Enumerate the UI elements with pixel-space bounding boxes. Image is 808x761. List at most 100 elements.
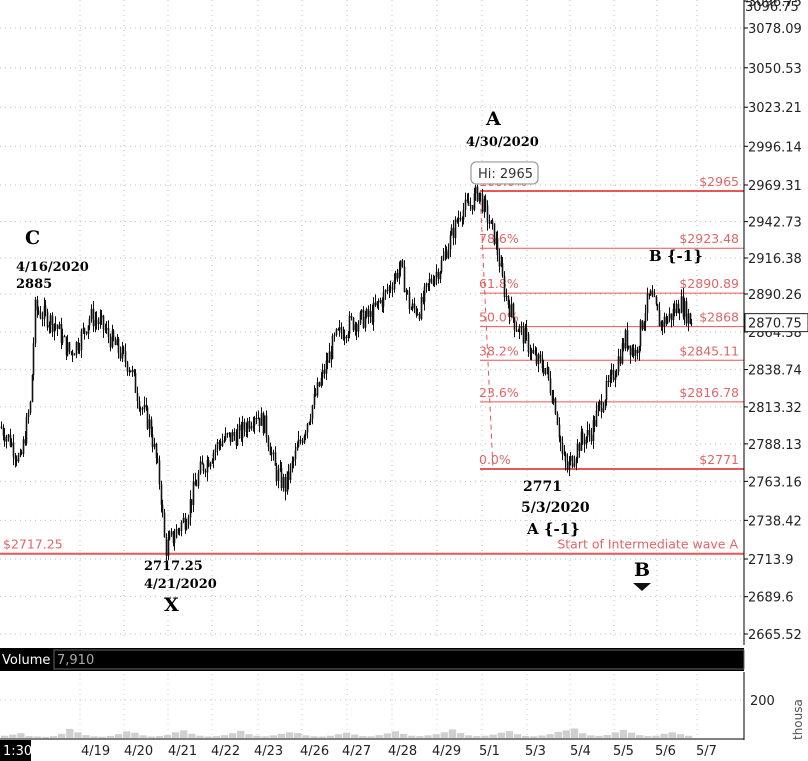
candle-body bbox=[619, 356, 622, 364]
candle-body bbox=[498, 255, 501, 267]
candle-body bbox=[85, 331, 88, 334]
volume-bar bbox=[473, 736, 481, 738]
candle-body bbox=[260, 413, 263, 426]
candle-body bbox=[284, 476, 287, 492]
candle-body bbox=[128, 370, 131, 372]
candle-body bbox=[231, 432, 234, 442]
candle-body bbox=[78, 349, 81, 351]
volume-bar bbox=[652, 735, 660, 738]
candle-body bbox=[148, 419, 151, 429]
candle-body bbox=[604, 400, 607, 408]
volume-bar bbox=[489, 734, 497, 738]
candle-body bbox=[403, 266, 406, 293]
candle-body bbox=[12, 442, 15, 457]
candle-body bbox=[94, 319, 97, 327]
candle-body bbox=[14, 456, 17, 460]
candle-body bbox=[513, 317, 516, 331]
candle-body bbox=[105, 327, 108, 330]
candle-body bbox=[111, 330, 114, 348]
candle-body bbox=[314, 393, 317, 396]
volume-bar bbox=[212, 736, 220, 738]
annotation-a1-price: 2771 bbox=[523, 479, 562, 495]
candle-body bbox=[316, 382, 319, 396]
volume-bar bbox=[310, 736, 318, 738]
volume-bar bbox=[465, 735, 473, 738]
candle-body bbox=[292, 459, 295, 462]
candle-body bbox=[248, 420, 251, 429]
candle-body bbox=[440, 260, 443, 273]
candle-body bbox=[151, 434, 154, 447]
candle-body bbox=[394, 272, 397, 281]
candle-body bbox=[481, 194, 484, 212]
candle-body bbox=[95, 319, 98, 322]
volume-bar bbox=[399, 733, 408, 738]
candle-body bbox=[646, 293, 649, 313]
candle-body bbox=[17, 455, 20, 462]
candle-body bbox=[682, 296, 685, 317]
time-tick-label: 4/20 bbox=[124, 744, 153, 759]
candle-body bbox=[175, 529, 178, 538]
volume-bar bbox=[326, 735, 334, 738]
candle-body bbox=[626, 330, 629, 348]
candle-body bbox=[462, 209, 465, 220]
volume-bar bbox=[334, 734, 343, 738]
price-tick-label: 2942.73 bbox=[748, 216, 802, 231]
candle-body bbox=[483, 198, 486, 212]
candle-body bbox=[660, 321, 663, 327]
candle-body bbox=[32, 343, 35, 375]
candle-body bbox=[189, 499, 192, 518]
candle-body bbox=[80, 331, 83, 350]
candle-body bbox=[439, 272, 442, 280]
candle-body bbox=[146, 407, 149, 429]
volume-bar bbox=[603, 734, 611, 738]
candle-body bbox=[345, 336, 348, 338]
candle-body bbox=[46, 311, 49, 328]
wave-start-line[interactable]: $2717.25 Start of Intermediate wave A bbox=[0, 537, 744, 555]
candle-body bbox=[566, 461, 569, 470]
volume-bar bbox=[676, 734, 685, 738]
volume-bar bbox=[17, 733, 25, 738]
candle-body bbox=[348, 315, 351, 334]
volume-bar bbox=[163, 734, 172, 738]
annotation-c-price: 2885 bbox=[16, 277, 52, 292]
hi-bubble-text: Hi: 2965 bbox=[478, 167, 533, 182]
candle-body bbox=[586, 429, 589, 438]
volume-bar bbox=[627, 732, 636, 738]
volume-bar bbox=[579, 733, 587, 738]
annotation-a-date: 4/30/2020 bbox=[466, 135, 539, 150]
candle-body bbox=[116, 338, 119, 346]
candle-body bbox=[2, 428, 5, 436]
candle-body bbox=[265, 415, 268, 438]
volume-pane: Volume 7,910 200 thousa bbox=[0, 648, 805, 740]
candle-body bbox=[354, 324, 357, 331]
candle-body bbox=[41, 318, 44, 320]
candle-body bbox=[342, 333, 345, 340]
candle-body bbox=[423, 286, 426, 302]
volume-bar bbox=[123, 731, 131, 738]
candle-body bbox=[65, 336, 68, 356]
candle-body bbox=[420, 296, 423, 319]
volume-bar bbox=[139, 735, 147, 738]
volume-bar bbox=[546, 734, 554, 738]
candle-body bbox=[197, 473, 200, 486]
candle-body bbox=[675, 303, 678, 314]
candle-body bbox=[303, 435, 306, 443]
candle-body bbox=[158, 460, 161, 485]
candle-body bbox=[541, 358, 544, 369]
candle-body bbox=[66, 342, 69, 356]
candle-body bbox=[311, 405, 314, 419]
candle-body bbox=[155, 443, 158, 459]
candle-body bbox=[450, 227, 453, 236]
fibonacci-retracement[interactable]: 100.0%$296578.6%$2923.4861.8%$2890.8950.… bbox=[479, 174, 744, 470]
candle-body bbox=[82, 328, 85, 332]
candle-body bbox=[60, 323, 63, 343]
candle-body bbox=[544, 368, 547, 375]
price-tick-label: 3023.21 bbox=[748, 101, 802, 116]
candle-body bbox=[355, 324, 358, 332]
candle-body bbox=[255, 417, 258, 419]
candle-body bbox=[289, 465, 292, 481]
candle-body bbox=[396, 272, 399, 279]
candle-body bbox=[405, 290, 408, 293]
candle-body bbox=[668, 313, 671, 319]
candle-body bbox=[435, 271, 438, 278]
